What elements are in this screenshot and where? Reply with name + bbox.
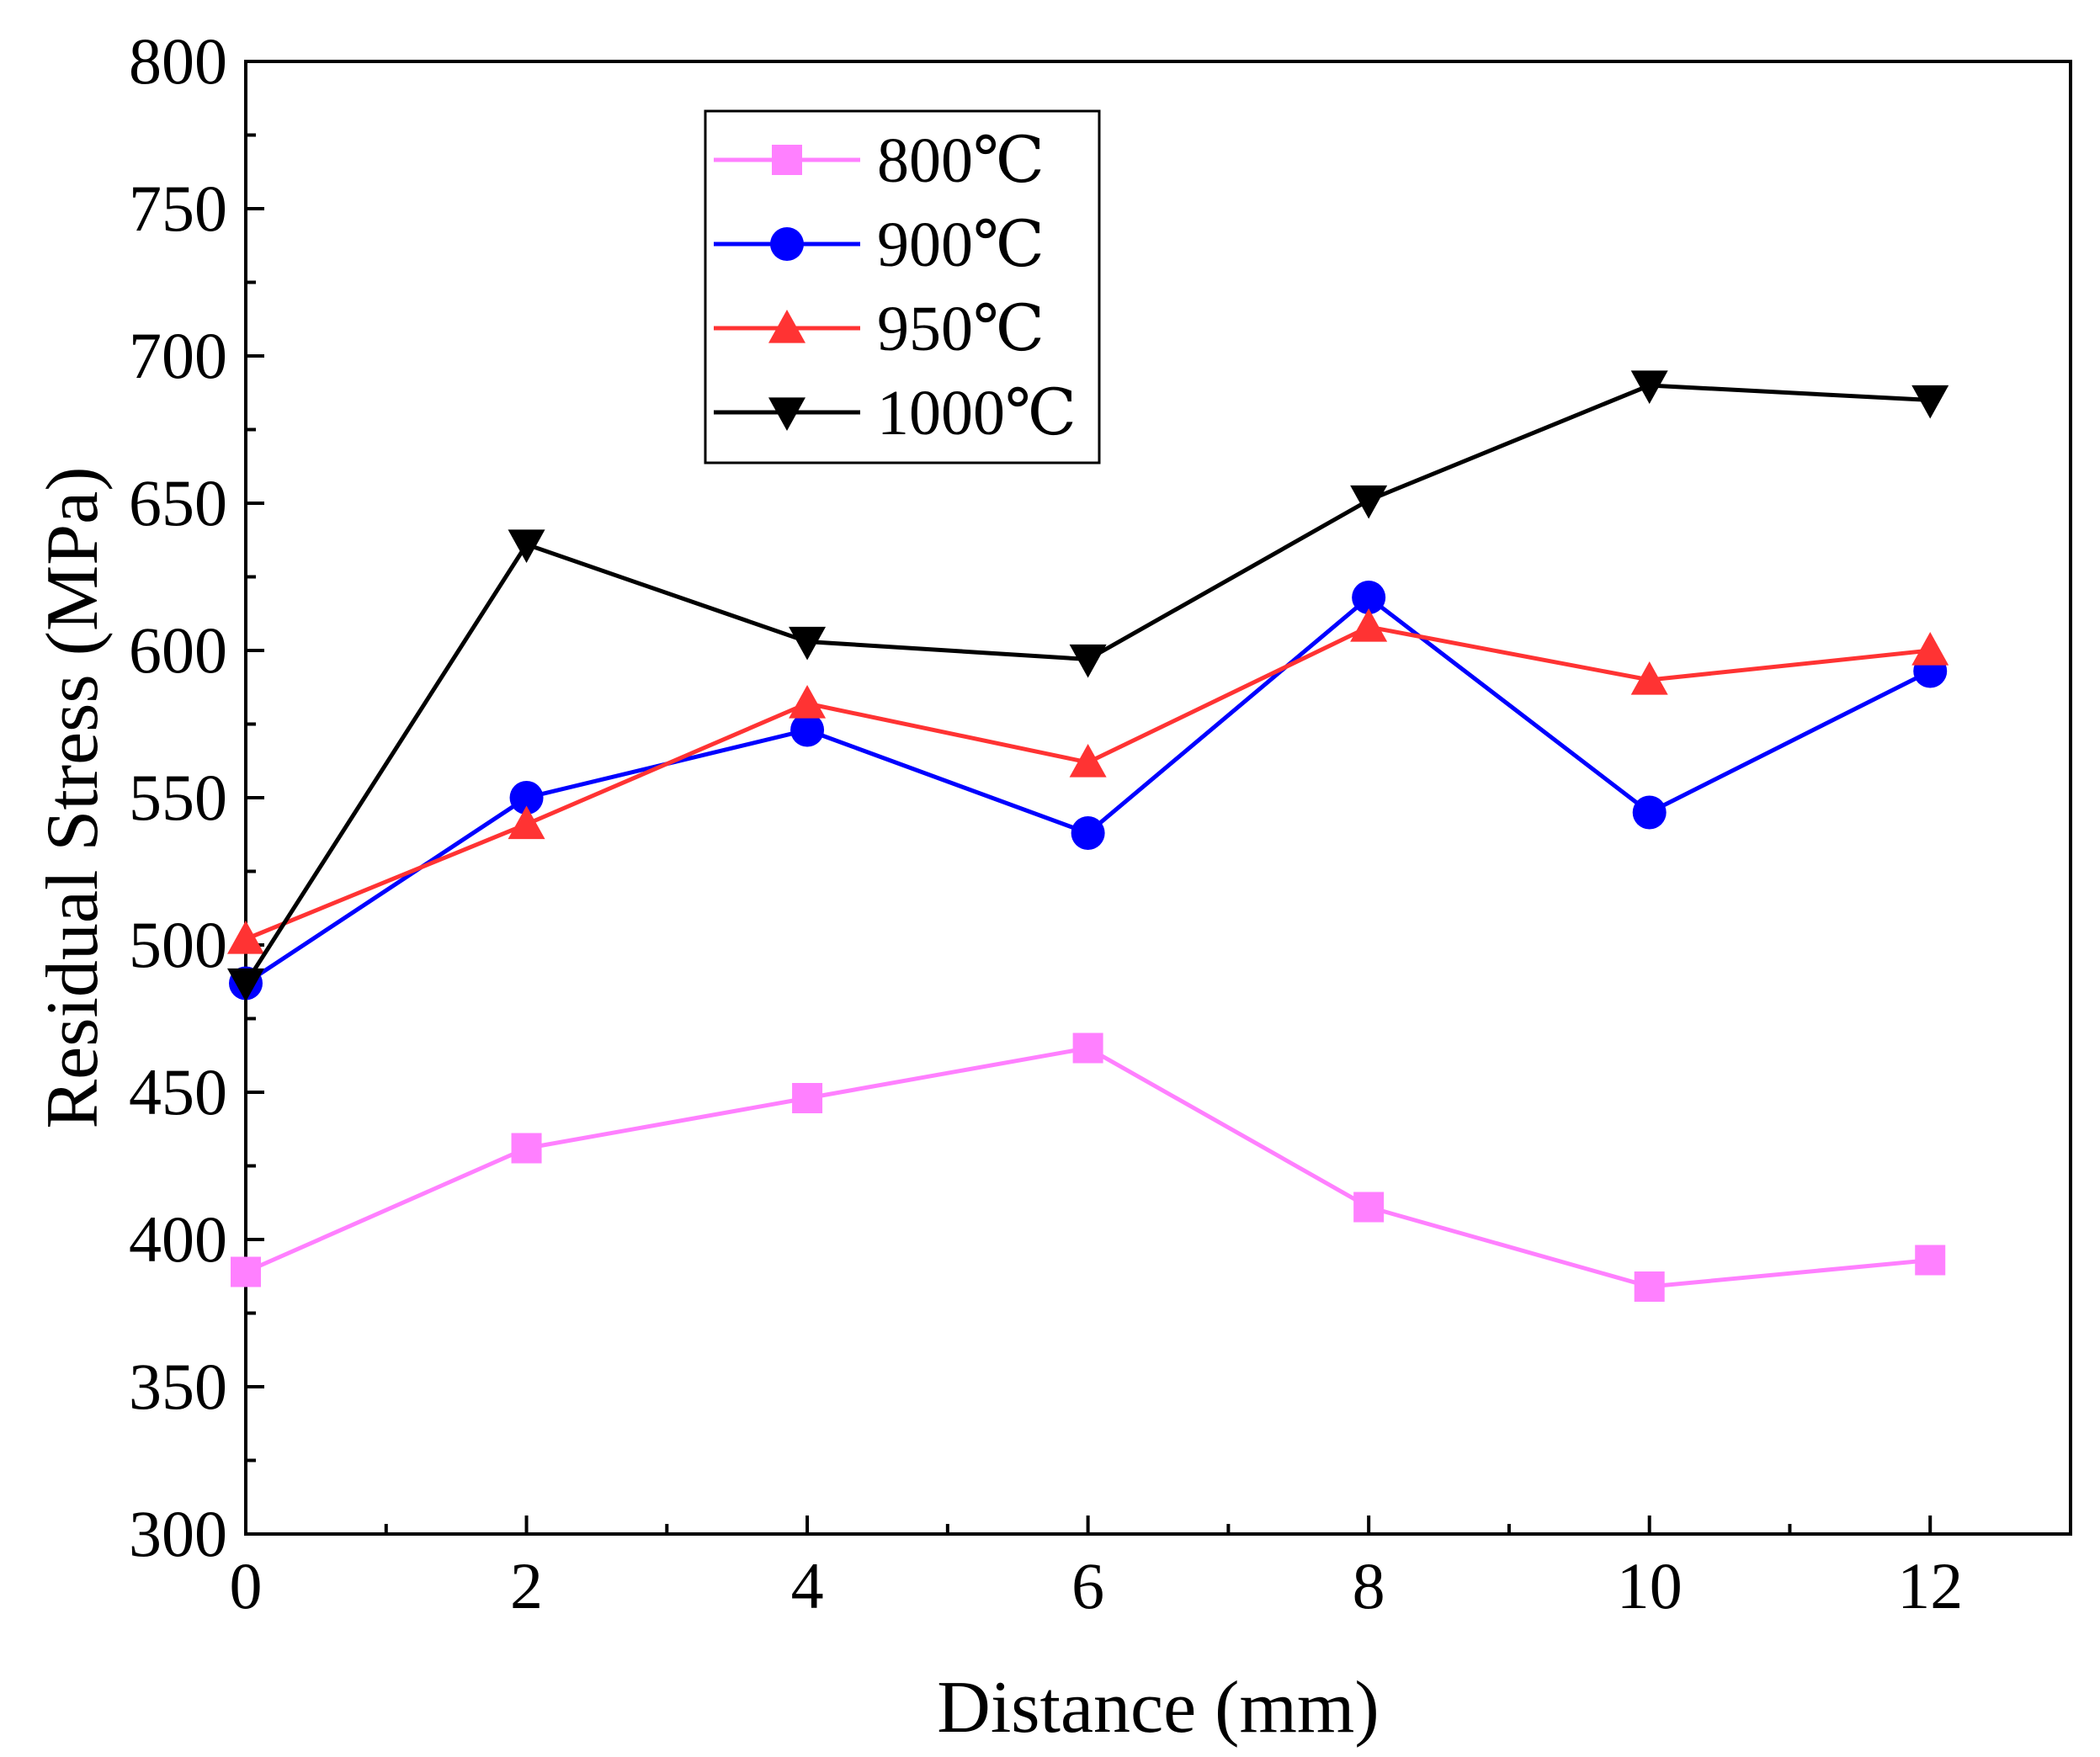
data-point-800 bbox=[231, 1256, 261, 1287]
y-tick-label: 400 bbox=[129, 1202, 227, 1276]
data-point-1000 bbox=[227, 968, 264, 1002]
y-tick-label: 750 bbox=[129, 172, 227, 245]
series-line-1000 bbox=[243, 383, 1931, 985]
series-line-800 bbox=[244, 1045, 1931, 1289]
data-point-900 bbox=[1071, 816, 1105, 850]
data-point-950 bbox=[508, 805, 545, 840]
data-point-1000 bbox=[508, 529, 545, 563]
legend-marker-900 bbox=[770, 227, 804, 261]
data-point-900 bbox=[790, 713, 825, 747]
legend-marker-800 bbox=[772, 145, 802, 175]
data-point-800 bbox=[1072, 1032, 1103, 1064]
y-tick-label: 300 bbox=[129, 1497, 227, 1570]
data-point-950 bbox=[227, 921, 264, 954]
y-tick-label: 700 bbox=[129, 319, 227, 392]
legend-label-1000: 1000℃ bbox=[877, 378, 1077, 449]
y-tick-label: 450 bbox=[129, 1055, 227, 1128]
legend: 800℃ 900℃ 950℃ 1000℃ bbox=[704, 109, 1101, 464]
data-point-1000 bbox=[789, 626, 827, 661]
x-tick-label: 12 bbox=[1897, 1549, 1963, 1622]
legend-marker-1000 bbox=[768, 397, 805, 431]
data-point-800 bbox=[1353, 1192, 1385, 1223]
data-point-900 bbox=[1632, 795, 1667, 830]
legend-label-900: 900℃ bbox=[877, 210, 1045, 280]
legend-marker-950 bbox=[768, 310, 805, 343]
y-tick-label: 800 bbox=[129, 24, 227, 98]
data-point-900 bbox=[1352, 581, 1386, 614]
data-point-950 bbox=[1911, 632, 1949, 666]
x-axis-ticks: 0 2 4 6 8 10 12 bbox=[230, 1515, 2072, 1622]
legend-label-950: 950℃ bbox=[877, 294, 1045, 364]
y-tick-label: 500 bbox=[129, 908, 227, 981]
x-tick-label: 0 bbox=[230, 1549, 263, 1622]
series-900 bbox=[229, 581, 1948, 1001]
data-point-800 bbox=[792, 1083, 823, 1113]
series-950 bbox=[227, 608, 1949, 954]
data-point-950 bbox=[1069, 744, 1107, 778]
y-axis-title: Residual Stress (MPa) bbox=[32, 466, 114, 1128]
x-tick-label: 8 bbox=[1353, 1549, 1385, 1622]
series-layer bbox=[227, 370, 1949, 1302]
series-1000 bbox=[227, 370, 1949, 1002]
legend-label-800: 800℃ bbox=[877, 125, 1045, 196]
y-tick-label: 550 bbox=[129, 761, 227, 834]
x-axis-title: Distance (mm) bbox=[937, 1667, 1379, 1749]
y-axis-ticks: 300 350 400 450 500 550 600 650 700 750 800 bbox=[129, 24, 264, 1570]
data-point-1000 bbox=[1630, 370, 1668, 404]
data-point-800 bbox=[1634, 1271, 1665, 1302]
y-tick-label: 600 bbox=[129, 613, 227, 687]
data-point-800 bbox=[1915, 1245, 1946, 1276]
data-point-1000 bbox=[1069, 644, 1107, 678]
y-tick-label: 350 bbox=[129, 1350, 227, 1423]
data-point-950 bbox=[789, 685, 827, 719]
x-tick-label: 6 bbox=[1071, 1549, 1104, 1622]
series-800 bbox=[231, 1032, 1946, 1302]
y-tick-label: 650 bbox=[129, 466, 227, 539]
legend-box bbox=[704, 109, 1101, 464]
data-point-800 bbox=[511, 1133, 542, 1164]
data-point-1000 bbox=[1350, 485, 1388, 519]
data-point-900 bbox=[509, 781, 544, 815]
data-point-950 bbox=[1350, 608, 1388, 642]
x-tick-label: 4 bbox=[791, 1549, 824, 1622]
x-tick-label: 2 bbox=[510, 1549, 543, 1622]
x-tick-label: 10 bbox=[1617, 1549, 1683, 1622]
data-point-950 bbox=[1630, 661, 1668, 695]
data-point-1000 bbox=[1911, 385, 1949, 419]
